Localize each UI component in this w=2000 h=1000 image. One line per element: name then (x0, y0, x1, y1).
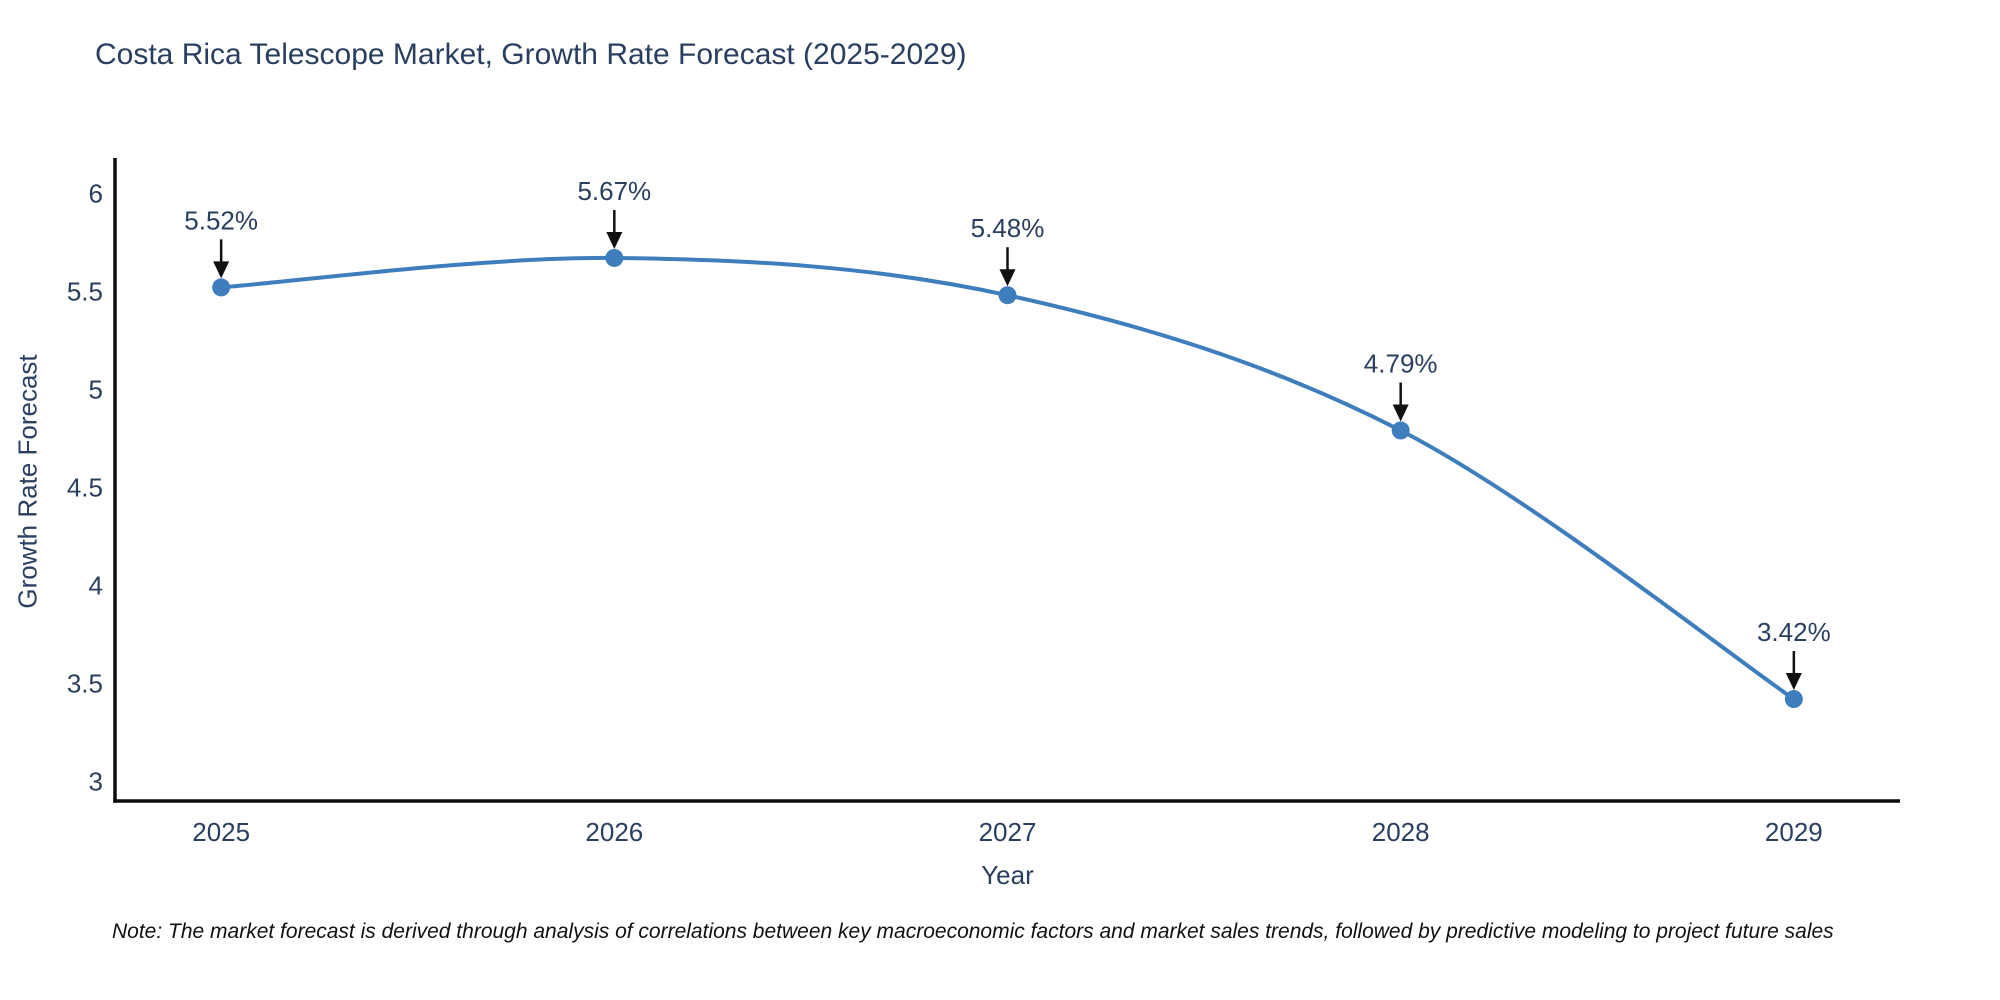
y-tick-label: 4 (89, 570, 103, 600)
point-annotation-label: 5.48% (971, 213, 1045, 243)
forecast-line (221, 255, 1795, 701)
data-point-marker (998, 286, 1017, 305)
annotation-arrowhead (999, 269, 1016, 287)
chart-note: Note: The market forecast is derived thr… (112, 920, 1834, 943)
annotation-arrowhead (1785, 673, 1802, 691)
data-point-marker (1784, 690, 1803, 709)
y-tick-label: 5.5 (67, 276, 103, 306)
chart-title: Costa Rica Telescope Market, Growth Rate… (95, 38, 967, 71)
point-annotation-label: 5.52% (184, 205, 258, 235)
x-tick-label: 2029 (1765, 817, 1823, 847)
x-axis-title: Year (981, 860, 1034, 890)
x-tick-label: 2026 (585, 817, 643, 847)
x-tick-label: 2028 (1372, 817, 1430, 847)
data-point-marker (1391, 421, 1410, 440)
annotation-arrowhead (1392, 404, 1409, 422)
y-tick-label: 6 (89, 178, 103, 208)
y-tick-label: 4.5 (67, 472, 103, 502)
y-tick-label: 5 (89, 374, 103, 404)
y-tick-label: 3.5 (67, 668, 103, 698)
data-point-marker (212, 278, 231, 297)
x-tick-label: 2027 (979, 817, 1037, 847)
data-point-marker (605, 248, 624, 267)
point-annotation-label: 3.42% (1757, 617, 1831, 647)
y-tick-label: 3 (89, 766, 103, 796)
point-annotation-label: 4.79% (1364, 348, 1438, 378)
x-tick-label: 2025 (192, 817, 250, 847)
annotation-arrowhead (606, 231, 623, 249)
annotation-arrowhead (213, 261, 230, 279)
point-annotation-label: 5.67% (577, 176, 651, 206)
